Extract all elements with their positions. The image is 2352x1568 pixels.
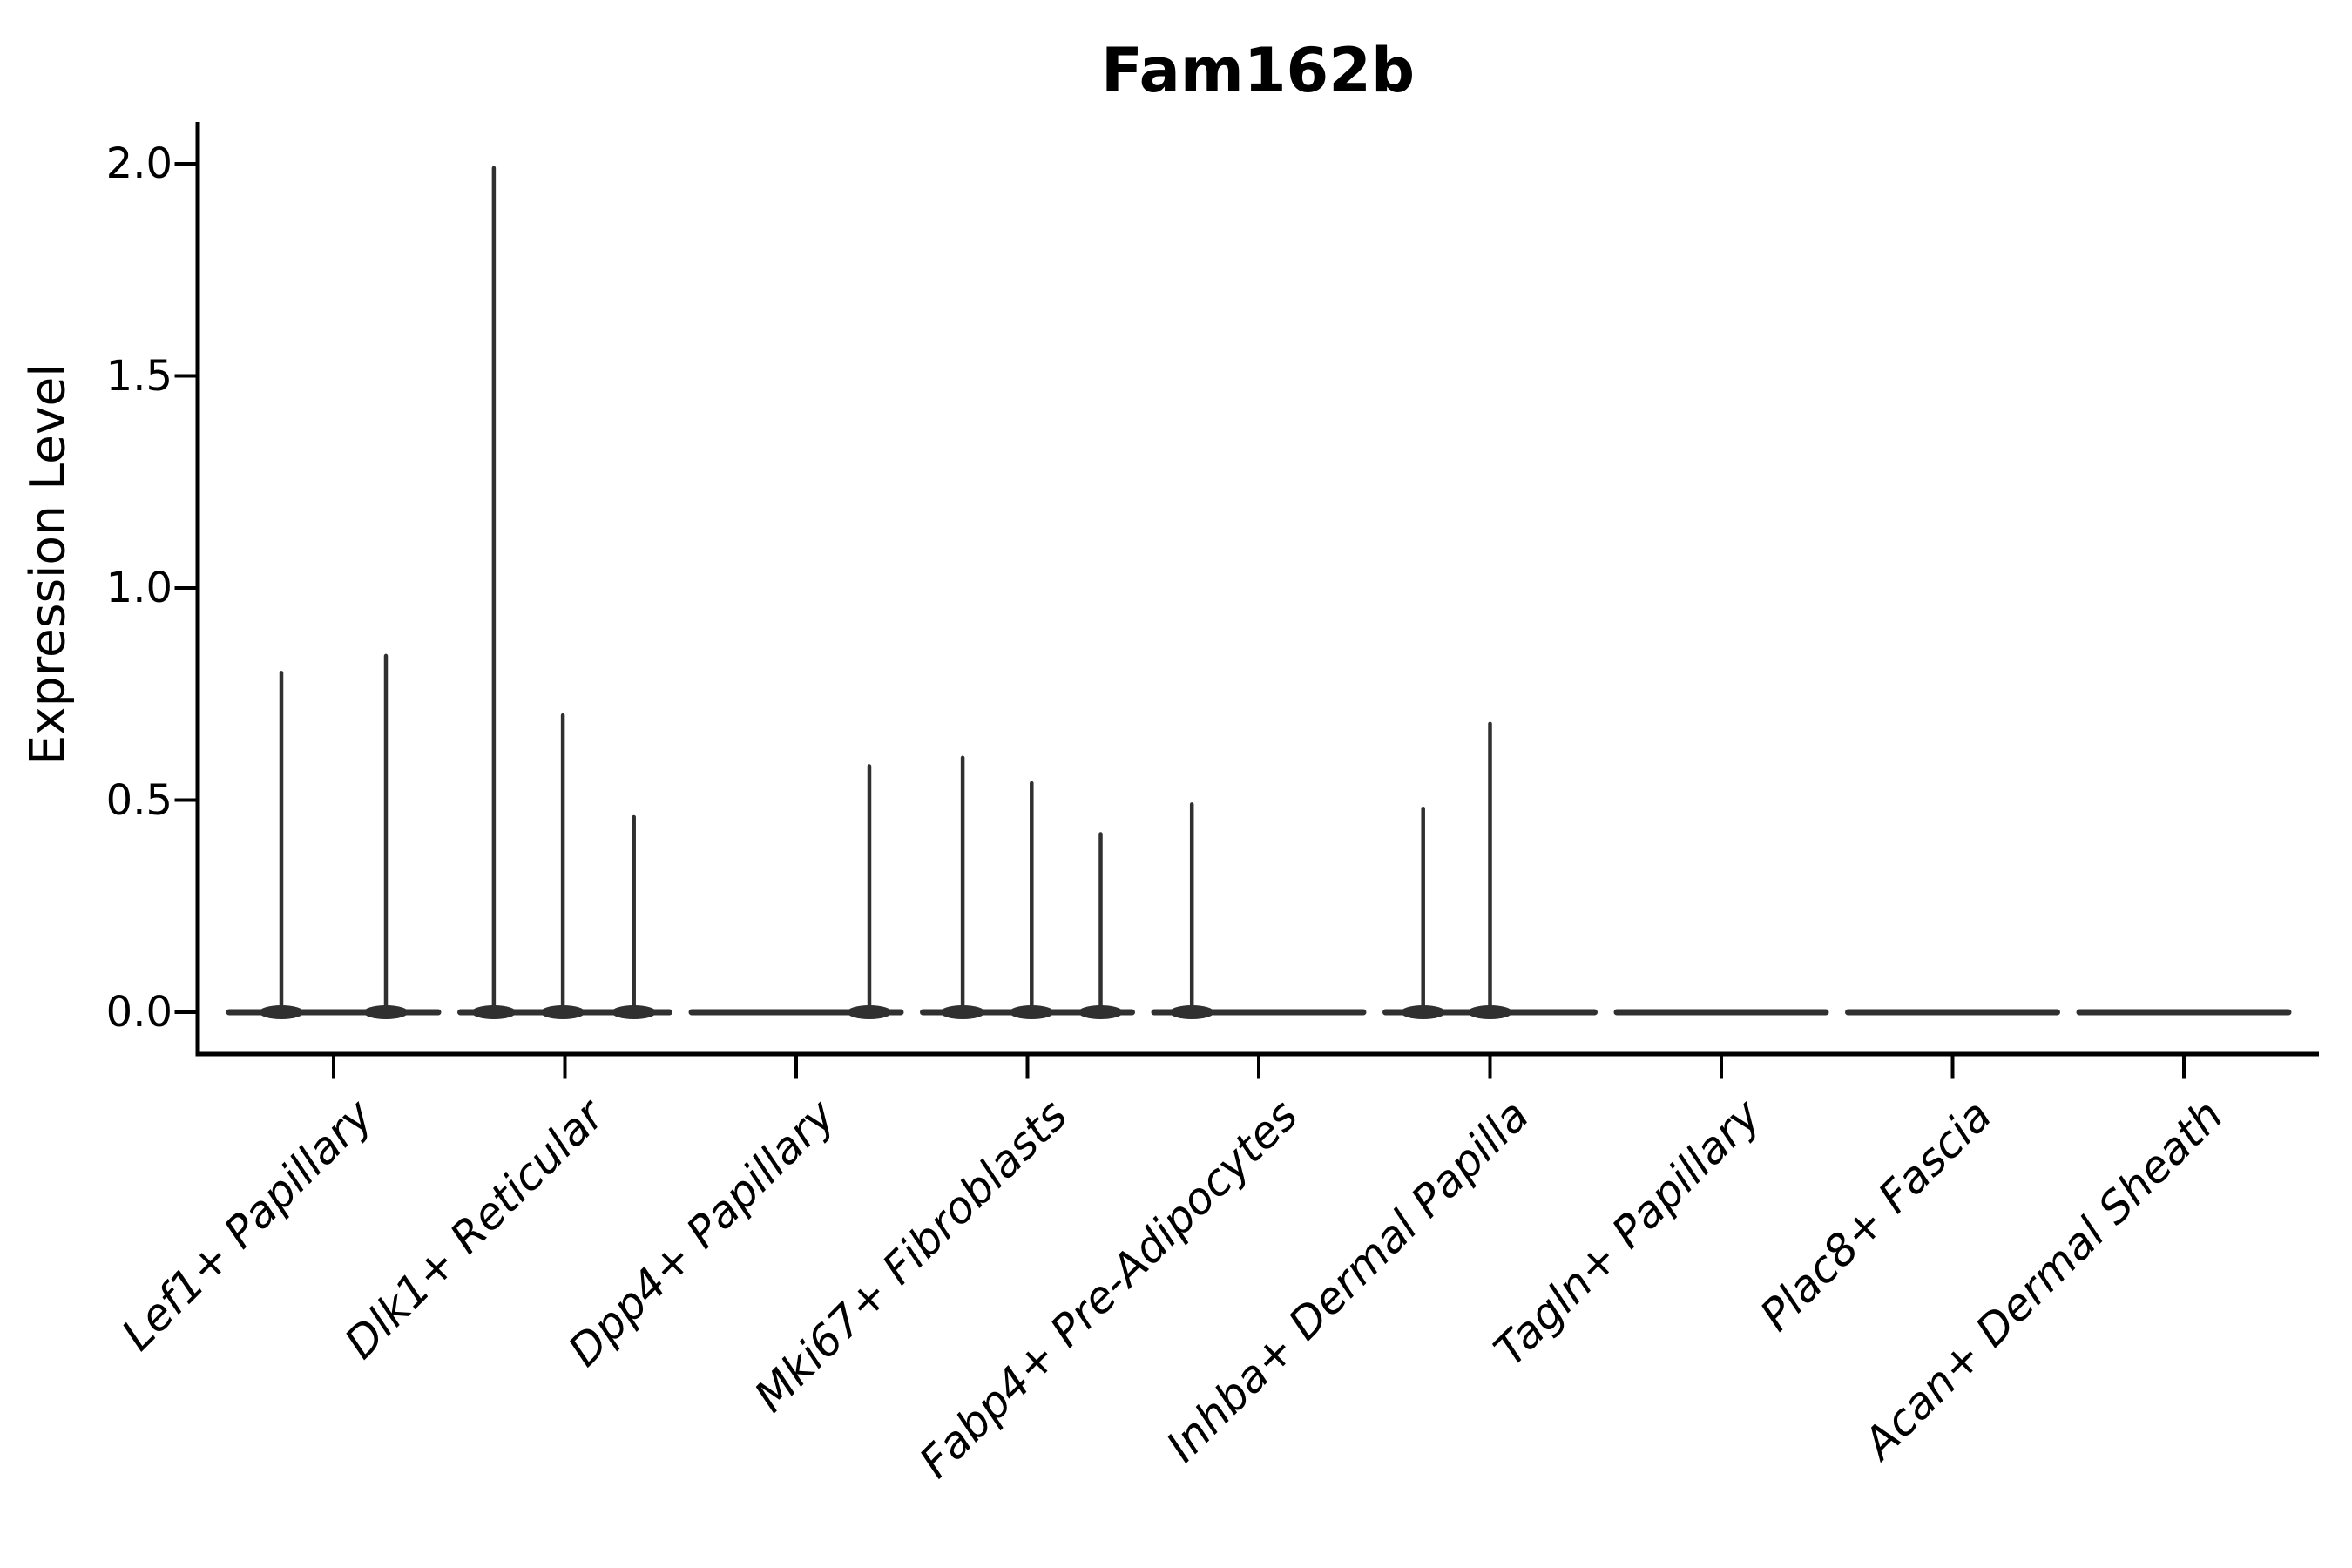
y-axis-label: Expression Level — [19, 363, 76, 766]
y-tick-label: 2.0 — [105, 139, 172, 188]
y-tick-label: 0.0 — [105, 988, 172, 1037]
y-tick-label: 1.5 — [105, 351, 172, 401]
y-tick-label: 0.5 — [105, 775, 172, 825]
y-tick-label: 1.0 — [105, 564, 172, 612]
chart-title: Fam162b — [1100, 35, 1416, 106]
